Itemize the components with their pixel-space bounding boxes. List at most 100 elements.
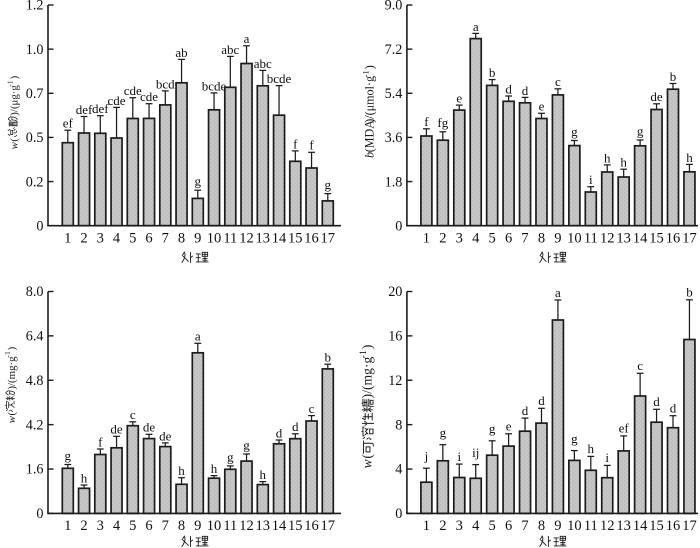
svg-text:c: c	[555, 74, 561, 89]
svg-text:7: 7	[521, 518, 528, 534]
svg-text:4.2: 4.2	[26, 417, 44, 433]
svg-text:20: 20	[388, 284, 402, 300]
svg-text:9: 9	[554, 518, 561, 534]
svg-text:d: d	[505, 81, 512, 96]
svg-text:16: 16	[666, 230, 681, 246]
svg-text:w: w	[9, 141, 21, 149]
svg-text:7.2: 7.2	[385, 42, 403, 58]
svg-text:10: 10	[567, 230, 582, 246]
svg-text:f: f	[98, 434, 103, 449]
svg-text:2: 2	[439, 230, 446, 246]
svg-text:def: def	[92, 101, 109, 116]
svg-text:ef: ef	[619, 421, 630, 436]
svg-text:5: 5	[489, 518, 496, 534]
svg-text:9.0: 9.0	[385, 0, 403, 14]
svg-text:a: a	[555, 285, 561, 300]
svg-text:d: d	[522, 403, 529, 418]
svg-text:h: h	[620, 155, 627, 170]
svg-text:h: h	[260, 467, 267, 482]
svg-text:13: 13	[256, 230, 271, 246]
svg-text:6.4: 6.4	[26, 329, 44, 345]
svg-text:16: 16	[304, 230, 319, 246]
svg-text:g: g	[195, 174, 202, 189]
svg-text:4: 4	[113, 230, 121, 246]
svg-text:6: 6	[505, 230, 512, 246]
svg-text:12: 12	[600, 518, 615, 534]
svg-text:11: 11	[584, 518, 598, 534]
svg-text:12: 12	[239, 518, 254, 534]
svg-text:(: (	[6, 412, 18, 416]
svg-text:f: f	[309, 138, 314, 153]
svg-text:i: i	[605, 450, 609, 465]
svg-text:17: 17	[682, 230, 697, 246]
svg-text:14: 14	[633, 518, 648, 534]
svg-text:d: d	[276, 425, 283, 440]
svg-text:11: 11	[223, 230, 237, 246]
svg-text:(: (	[9, 138, 21, 142]
svg-text:g: g	[325, 177, 332, 192]
svg-text:3: 3	[97, 518, 104, 534]
svg-text:6: 6	[505, 518, 512, 534]
svg-text:16: 16	[666, 518, 681, 534]
svg-text:f: f	[424, 114, 429, 129]
svg-text:cde: cde	[108, 93, 126, 108]
svg-text:7: 7	[162, 230, 169, 246]
svg-text:13: 13	[616, 230, 631, 246]
svg-text:b: b	[670, 69, 677, 84]
svg-text:def: def	[76, 102, 93, 117]
svg-text:d: d	[670, 401, 677, 416]
svg-text:4: 4	[472, 518, 480, 534]
svg-text:h: h	[81, 470, 88, 485]
svg-text:14: 14	[272, 230, 287, 246]
svg-text:b: b	[686, 285, 693, 300]
svg-text:-1: -1	[5, 80, 14, 87]
svg-text:b: b	[489, 65, 496, 80]
svg-text:h: h	[588, 441, 595, 456]
svg-text:f: f	[293, 136, 298, 151]
svg-text:c: c	[309, 401, 315, 416]
svg-text:h: h	[211, 461, 218, 476]
svg-text:10: 10	[567, 518, 582, 534]
svg-text:1.2: 1.2	[26, 0, 44, 14]
svg-text:j: j	[424, 448, 429, 463]
svg-text:g: g	[637, 123, 644, 138]
svg-text:w: w	[360, 459, 375, 468]
svg-text:15: 15	[649, 518, 664, 534]
svg-text:3.6: 3.6	[385, 130, 403, 146]
svg-text:g: g	[243, 437, 250, 452]
svg-text:0: 0	[395, 506, 402, 522]
svg-text:12: 12	[239, 230, 254, 246]
svg-text:)/(μg·g: )/(μg·g	[9, 85, 21, 116]
svg-text:2: 2	[80, 230, 87, 246]
svg-text:8: 8	[395, 417, 402, 433]
svg-text:g: g	[440, 425, 447, 440]
svg-text:cde: cde	[140, 89, 158, 104]
svg-text:): )	[9, 75, 21, 79]
svg-text:4: 4	[113, 518, 121, 534]
svg-text:g: g	[571, 431, 578, 446]
svg-text:)/(mg·g: )/(mg·g	[6, 356, 18, 390]
svg-text:i: i	[589, 172, 593, 187]
svg-text:17: 17	[321, 230, 336, 246]
svg-text:i: i	[457, 449, 461, 464]
svg-text:w: w	[6, 415, 18, 423]
svg-text:bcde: bcde	[267, 71, 292, 86]
svg-text:9: 9	[194, 230, 201, 246]
svg-text:a: a	[244, 31, 250, 46]
svg-text:9: 9	[554, 230, 561, 246]
svg-text:5.4: 5.4	[385, 86, 403, 102]
svg-text:4: 4	[395, 462, 402, 478]
svg-text:11: 11	[223, 518, 237, 534]
svg-text:12: 12	[600, 230, 615, 246]
svg-text:3: 3	[456, 230, 463, 246]
svg-text:d: d	[653, 394, 660, 409]
svg-text:14: 14	[633, 230, 648, 246]
svg-text:4: 4	[472, 230, 480, 246]
svg-text:d: d	[538, 393, 545, 408]
svg-text:fg: fg	[437, 115, 448, 130]
svg-text:): )	[360, 345, 376, 350]
svg-text:8.0: 8.0	[26, 284, 44, 300]
svg-text:a: a	[195, 329, 201, 344]
svg-text:1: 1	[64, 230, 71, 246]
svg-text:0.5: 0.5	[26, 130, 44, 146]
